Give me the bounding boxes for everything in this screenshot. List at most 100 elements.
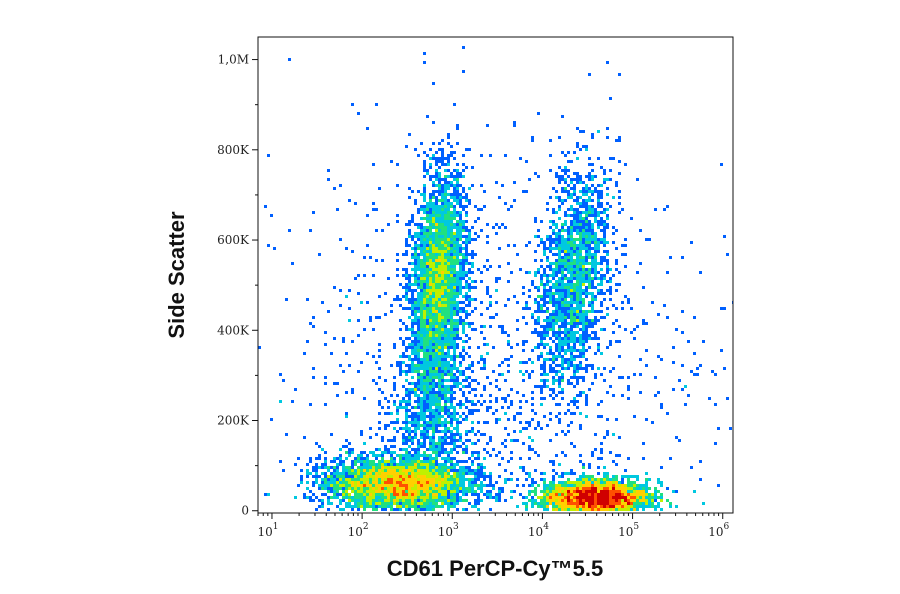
event-dot: [573, 253, 576, 256]
event-dot: [432, 217, 435, 220]
event-dot: [528, 472, 531, 475]
event-dot: [471, 481, 474, 484]
event-dot: [597, 205, 600, 208]
event-dot: [441, 397, 444, 400]
event-dot: [447, 406, 450, 409]
event-dot: [612, 508, 615, 511]
event-dot: [432, 190, 435, 193]
event-dot: [579, 475, 582, 478]
event-dot: [441, 442, 444, 445]
event-dot: [414, 355, 417, 358]
event-dot: [465, 226, 468, 229]
event-dot: [426, 292, 429, 295]
event-dot: [336, 472, 339, 475]
event-dot: [375, 466, 378, 469]
event-dot: [534, 331, 537, 334]
event-dot: [597, 202, 600, 205]
event-dot: [501, 223, 504, 226]
event-dot: [561, 241, 564, 244]
event-dot: [447, 472, 450, 475]
event-dot: [582, 265, 585, 268]
event-dot: [648, 499, 651, 502]
event-dot: [546, 307, 549, 310]
event-dot: [645, 478, 648, 481]
event-dot: [360, 460, 363, 463]
event-dot: [495, 454, 498, 457]
event-dot: [423, 325, 426, 328]
event-dot: [435, 328, 438, 331]
event-dot: [450, 457, 453, 460]
event-dot: [444, 334, 447, 337]
event-dot: [369, 487, 372, 490]
event-dot: [438, 343, 441, 346]
event-dot: [489, 265, 492, 268]
event-dot: [420, 508, 423, 511]
event-dot: [471, 442, 474, 445]
event-dot: [402, 397, 405, 400]
event-dot: [606, 502, 609, 505]
event-dot: [378, 496, 381, 499]
event-dot: [402, 487, 405, 490]
event-dot: [453, 502, 456, 505]
event-dot: [372, 481, 375, 484]
event-dot: [666, 205, 669, 208]
event-dot: [543, 304, 546, 307]
event-dot: [414, 202, 417, 205]
event-dot: [420, 346, 423, 349]
event-dot: [660, 466, 663, 469]
event-dot: [456, 379, 459, 382]
event-dot: [561, 361, 564, 364]
event-dot: [585, 325, 588, 328]
event-dot: [546, 274, 549, 277]
event-dot: [516, 319, 519, 322]
event-dot: [354, 487, 357, 490]
event-dot: [420, 349, 423, 352]
event-dot: [414, 490, 417, 493]
event-dot: [450, 388, 453, 391]
event-dot: [486, 223, 489, 226]
event-dot: [585, 415, 588, 418]
event-dot: [567, 196, 570, 199]
event-dot: [465, 445, 468, 448]
event-dot: [555, 493, 558, 496]
event-dot: [267, 154, 270, 157]
event-dot: [462, 460, 465, 463]
event-dot: [456, 331, 459, 334]
event-dot: [429, 379, 432, 382]
event-dot: [357, 475, 360, 478]
event-dot: [354, 472, 357, 475]
event-dot: [669, 457, 672, 460]
event-dot: [507, 370, 510, 373]
event-dot: [591, 229, 594, 232]
event-dot: [354, 460, 357, 463]
event-dot: [555, 235, 558, 238]
event-dot: [408, 280, 411, 283]
event-dot: [348, 505, 351, 508]
event-dot: [339, 457, 342, 460]
event-dot: [447, 301, 450, 304]
event-dot: [576, 322, 579, 325]
event-dot: [633, 415, 636, 418]
event-dot: [627, 496, 630, 499]
event-dot: [561, 322, 564, 325]
event-dot: [417, 358, 420, 361]
event-dot: [591, 199, 594, 202]
event-dot: [507, 244, 510, 247]
event-dot: [645, 238, 648, 241]
event-dot: [603, 490, 606, 493]
event-dot: [417, 325, 420, 328]
event-dot: [528, 289, 531, 292]
event-dot: [429, 442, 432, 445]
event-dot: [471, 262, 474, 265]
event-dot: [543, 274, 546, 277]
event-dot: [441, 316, 444, 319]
event-dot: [468, 346, 471, 349]
event-dot: [564, 331, 567, 334]
event-dot: [552, 292, 555, 295]
event-dot: [453, 373, 456, 376]
event-dot: [420, 433, 423, 436]
event-dot: [552, 382, 555, 385]
event-dot: [324, 382, 327, 385]
event-dot: [441, 184, 444, 187]
event-dot: [603, 316, 606, 319]
